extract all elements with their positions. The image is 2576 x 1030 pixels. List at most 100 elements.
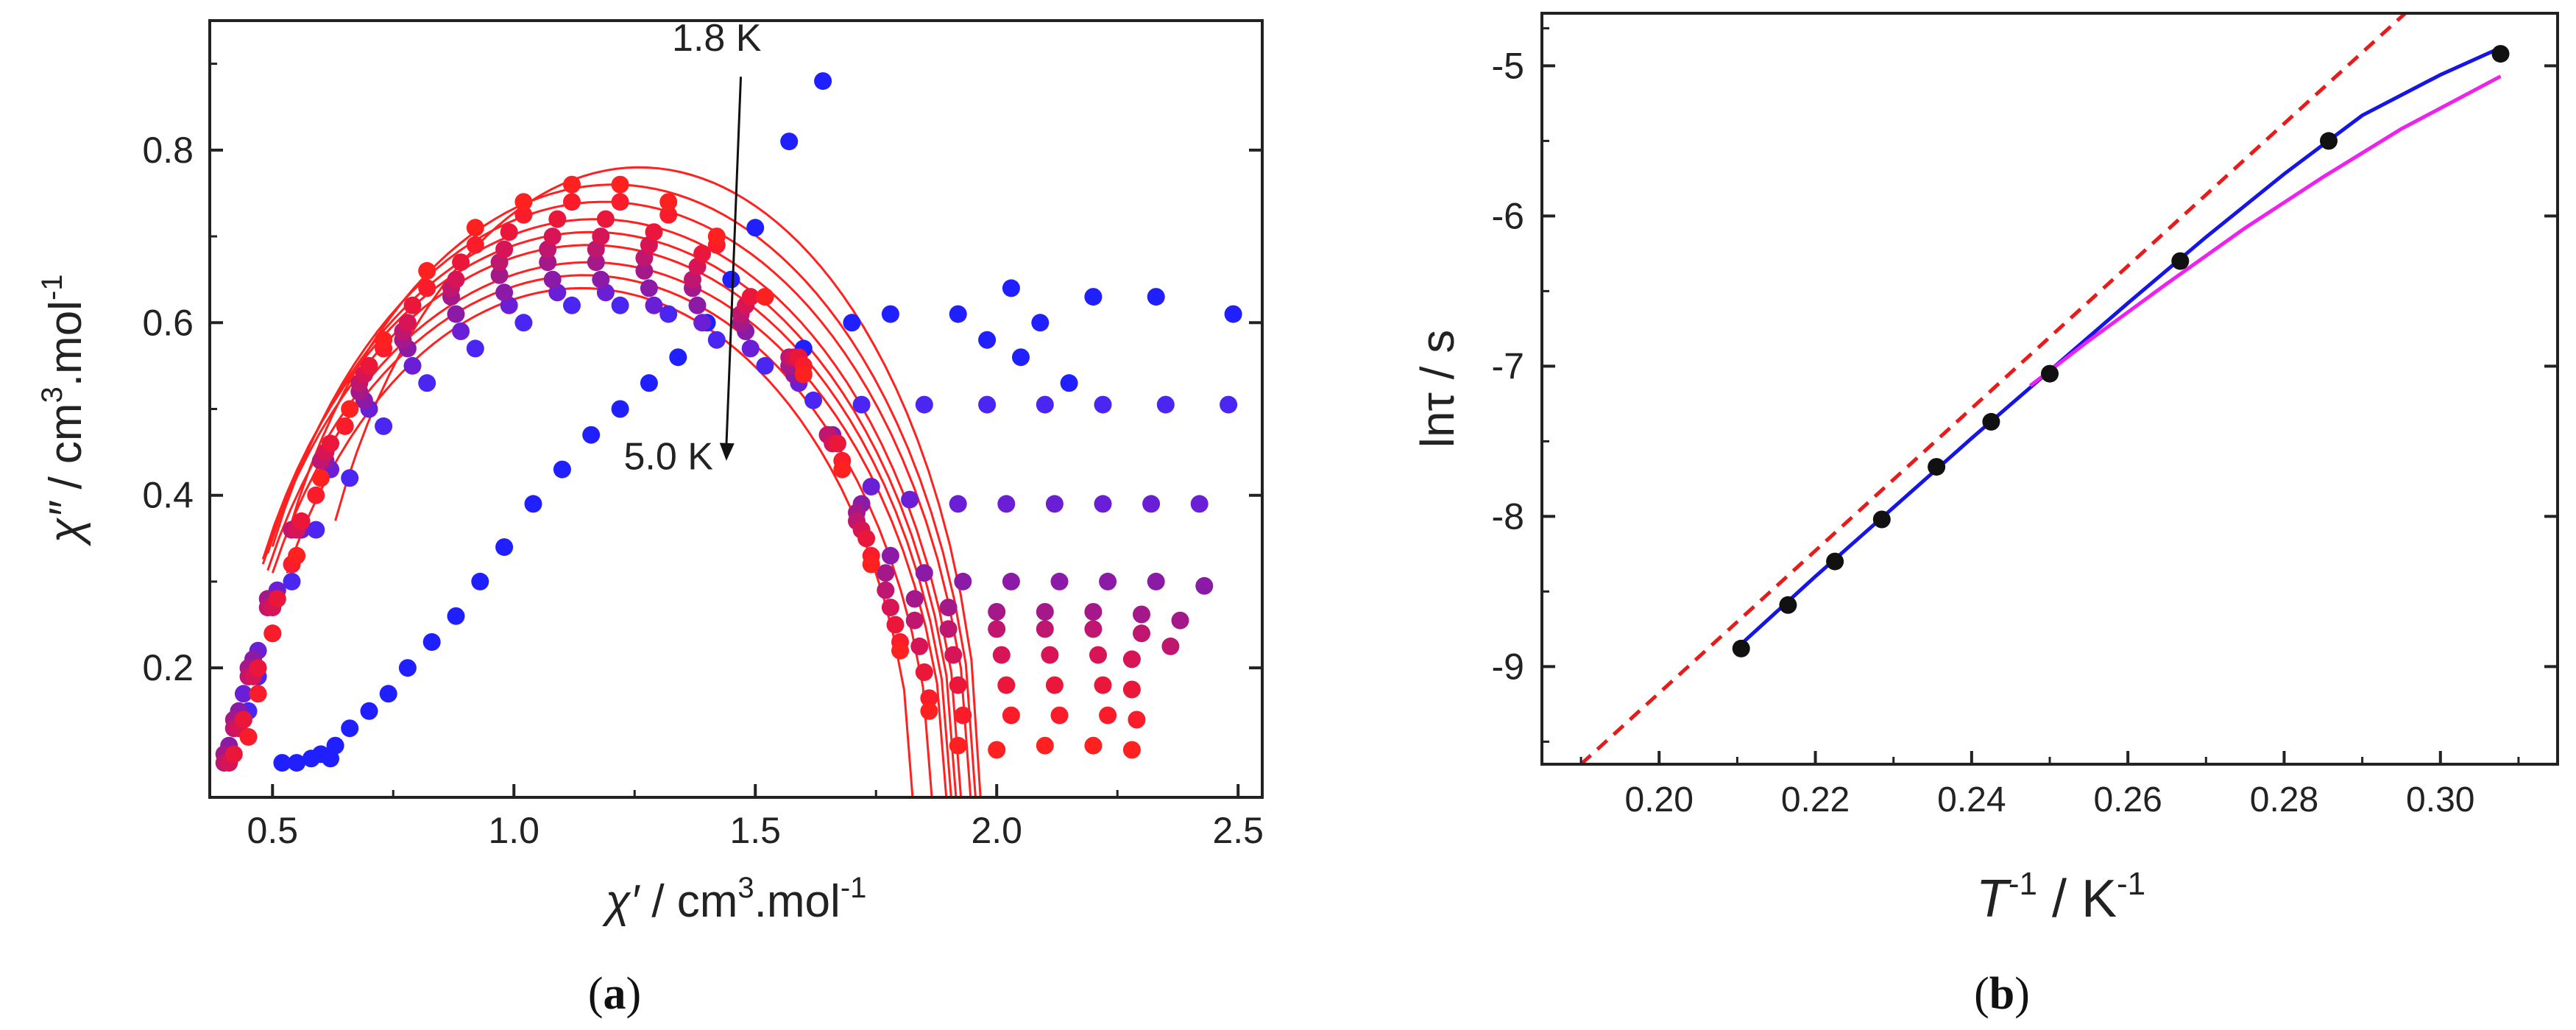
b-data-points [1732, 45, 2510, 657]
a-data-point [1050, 572, 1069, 590]
a-data-point [239, 727, 258, 746]
a-data-point [548, 210, 567, 228]
a-data-point [611, 193, 629, 211]
a-data-point [283, 572, 301, 590]
a-data-point [234, 710, 252, 729]
a-data-point [447, 607, 465, 625]
b-y-tick-label: -8 [1492, 495, 1524, 537]
b-data-point [1872, 510, 1891, 529]
a-data-point [1161, 637, 1180, 655]
a-arrow [725, 77, 743, 446]
b-data-point [1732, 639, 1750, 657]
a-data-point [471, 572, 489, 590]
a-data-point [1171, 611, 1189, 629]
a-data-point [635, 261, 654, 280]
a-data-point [611, 400, 629, 418]
a-data-point [949, 736, 967, 755]
a-data-point [905, 611, 924, 629]
a-data-point [495, 240, 514, 258]
a-data-point [490, 266, 509, 284]
a-data-point [881, 546, 899, 565]
a-data-point [954, 706, 972, 724]
a-data-point [1147, 572, 1165, 590]
b-x-tick-label: 0.24 [1937, 780, 2006, 819]
a-y-axis-unit2: .mol [40, 300, 91, 387]
a-data-point [1036, 620, 1054, 638]
a-data-point [920, 689, 938, 708]
a-data-point [268, 590, 286, 608]
b-fit-line [2028, 74, 2502, 387]
a-data-point [592, 270, 610, 289]
a-data-point [466, 219, 484, 237]
a-data-point [422, 633, 441, 651]
a-data-point [326, 736, 344, 755]
b-data-point [2171, 252, 2190, 270]
a-data-point [466, 339, 484, 358]
a-y-axis-sup2: -1 [36, 274, 68, 300]
b-panel-label-close: ) [2014, 969, 2030, 1019]
a-data-point [886, 615, 905, 634]
b-data-point [1928, 458, 1946, 476]
a-data-point [563, 296, 581, 314]
b-fit-line [1740, 46, 2502, 646]
a-data-point [1084, 620, 1103, 638]
a-panel-label-letter: a [604, 969, 626, 1019]
a-data-point [553, 460, 571, 479]
a-y-axis-label: χ″ / cm3.mol-1 [36, 274, 91, 546]
a-data-point [418, 261, 436, 280]
b-panel-label-letter: b [1989, 969, 2014, 1019]
a-data-point [1084, 603, 1103, 621]
a-data-point [224, 745, 243, 763]
a-data-point [992, 646, 1011, 664]
a-data-point [857, 529, 876, 548]
b-y-tick-label: -6 [1492, 195, 1524, 236]
a-data-point [1133, 605, 1150, 624]
a-data-point [1094, 395, 1112, 414]
a-data-point [1094, 676, 1112, 694]
a-data-point [375, 417, 393, 435]
a-data-point [1142, 495, 1161, 513]
a-data-point [592, 227, 610, 246]
a-data-point [288, 546, 306, 565]
a-data-point [915, 564, 933, 582]
a-data-point [939, 599, 958, 617]
a-data-point [949, 676, 967, 694]
b-panel-label: (b) [1974, 969, 2030, 1019]
a-data-point [292, 512, 311, 530]
a-data-point [693, 244, 712, 263]
a-data-point [307, 521, 325, 539]
a-x-axis-sup: 3 [737, 872, 754, 904]
a-data-point [645, 223, 663, 241]
b-x-axis-sup2: -1 [2117, 866, 2145, 902]
b-x-axis-sup: -1 [2009, 866, 2037, 902]
a-data-point [341, 469, 359, 487]
b-x-axis-unit: / K [2037, 869, 2117, 928]
a-data-point [1050, 706, 1069, 724]
a-y-tick-label: 0.4 [142, 475, 194, 516]
a-data-point [403, 296, 422, 314]
a-data-point [1190, 495, 1209, 513]
a-data-point [693, 314, 712, 332]
a-data-point [360, 356, 378, 375]
a-data-point [466, 236, 484, 254]
a-data-point [336, 417, 354, 435]
a-data-point [780, 133, 799, 151]
a-data-point [978, 395, 997, 414]
a-data-point [645, 296, 663, 314]
a-data-point [1045, 495, 1064, 513]
a-data-point [403, 356, 422, 375]
a-y-tick-label: 0.6 [142, 302, 194, 343]
a-data-point [500, 223, 518, 241]
b-x-tick-label: 0.30 [2406, 780, 2474, 819]
b-panel-label-open: ( [1974, 969, 1989, 1019]
a-data-point [582, 426, 601, 444]
a-data-point [322, 434, 339, 453]
a-data-point [1060, 374, 1078, 392]
a-data-point [1084, 288, 1103, 306]
a-data-point [418, 279, 436, 297]
a-data-point [939, 620, 958, 638]
a-annotations: 1.8 K 5.0 K [623, 17, 761, 479]
a-data-point [1128, 710, 1146, 729]
a-data-point [1220, 395, 1238, 414]
a-data-point [905, 590, 924, 608]
